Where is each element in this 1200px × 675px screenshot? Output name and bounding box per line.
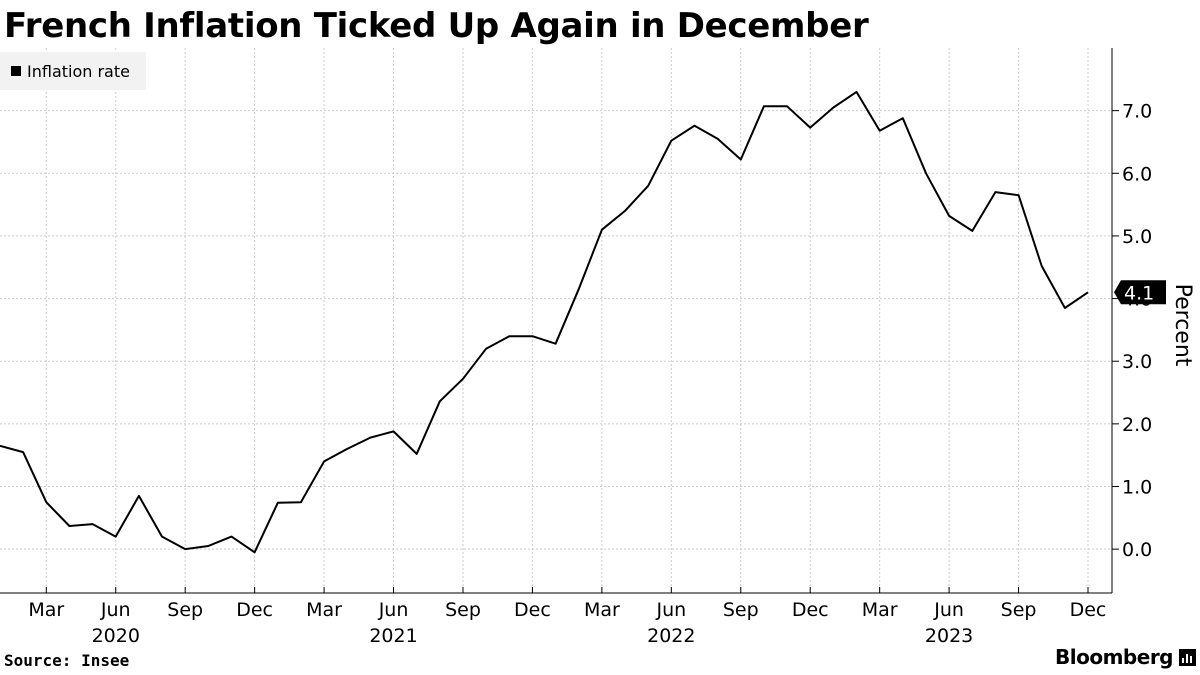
x-tick-label: Jun xyxy=(933,599,964,621)
y-tick-label: 5.0 xyxy=(1122,226,1152,248)
x-tick-label: Mar xyxy=(306,599,342,621)
y-tick-label: 0.0 xyxy=(1122,539,1152,561)
legend-swatch xyxy=(11,66,21,76)
series-line-inflation-rate xyxy=(0,90,1089,554)
legend: Inflation rate xyxy=(0,52,146,90)
x-tick-label: Sep xyxy=(167,599,203,621)
source-note: Source: Insee xyxy=(4,651,130,670)
last-value-label: 4.1 xyxy=(1124,282,1154,304)
x-tick-label: Mar xyxy=(584,599,620,621)
x-tick-label: Jun xyxy=(378,599,409,621)
x-year-label: 2022 xyxy=(647,625,695,647)
x-tick-label: Dec xyxy=(236,599,273,621)
legend-background xyxy=(0,52,146,90)
axes: 0.01.02.03.04.05.06.07.0MarJunSepDecMarJ… xyxy=(0,48,1152,647)
y-tick-label: 1.0 xyxy=(1122,477,1152,499)
x-tick-label: Mar xyxy=(862,599,898,621)
x-tick-label: Dec xyxy=(1070,599,1107,621)
y-tick-label: 3.0 xyxy=(1122,351,1152,373)
x-tick-label: Dec xyxy=(514,599,551,621)
x-tick-label: Jun xyxy=(655,599,686,621)
chart-title: French Inflation Ticked Up Again in Dece… xyxy=(4,6,869,46)
y-tick-label: 7.0 xyxy=(1122,101,1152,123)
series-group: 4.1 xyxy=(0,90,1166,554)
y-axis-label: Percent xyxy=(1170,284,1195,367)
y-tick-label: 6.0 xyxy=(1122,163,1152,185)
chart-grid xyxy=(0,48,1112,593)
x-tick-label: Sep xyxy=(723,599,759,621)
last-value-marker xyxy=(1114,280,1166,305)
x-tick-label: Sep xyxy=(445,599,481,621)
x-year-label: 2020 xyxy=(92,625,140,647)
legend-label: Inflation rate xyxy=(27,62,130,81)
brand-name: Bloomberg xyxy=(1055,645,1173,669)
x-tick-label: Jun xyxy=(100,599,131,621)
chart-bars-icon xyxy=(1179,648,1196,666)
brand-logo: Bloomberg xyxy=(1055,645,1196,669)
y-tick-label: 2.0 xyxy=(1122,414,1152,436)
x-year-label: 2021 xyxy=(369,625,417,647)
x-tick-label: Mar xyxy=(28,599,64,621)
x-tick-label: Sep xyxy=(1001,599,1037,621)
x-tick-label: Dec xyxy=(792,599,829,621)
x-year-label: 2023 xyxy=(925,625,973,647)
